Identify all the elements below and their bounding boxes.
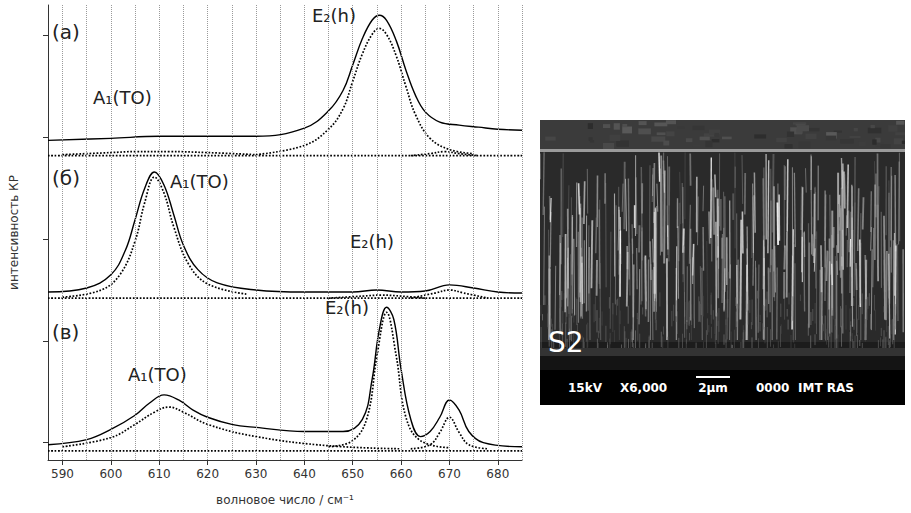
- svg-text:IMT RAS: IMT RAS: [798, 381, 854, 395]
- svg-text:(б): (б): [52, 166, 80, 190]
- svg-text:E₂(h): E₂(h): [312, 5, 356, 26]
- svg-text:660: 660: [390, 467, 413, 481]
- svg-text:S2: S2: [548, 326, 584, 359]
- svg-text:590: 590: [51, 467, 74, 481]
- svg-text:670: 670: [438, 467, 461, 481]
- svg-text:620: 620: [196, 467, 219, 481]
- svg-text:интенсивность КР: интенсивность КР: [7, 175, 21, 290]
- svg-text:(в): (в): [52, 320, 79, 344]
- svg-text:2μm: 2μm: [698, 381, 728, 395]
- svg-text:E₂(h): E₂(h): [350, 231, 394, 252]
- svg-text:0000: 0000: [756, 381, 789, 395]
- svg-text:630: 630: [245, 467, 268, 481]
- svg-text:680: 680: [486, 467, 509, 481]
- svg-text:600: 600: [99, 467, 122, 481]
- svg-text:волновое число / см⁻¹: волновое число / см⁻¹: [216, 493, 354, 507]
- svg-text:(а): (а): [52, 20, 80, 44]
- svg-text:E₂(h): E₂(h): [325, 297, 369, 318]
- svg-text:15kV: 15kV: [568, 381, 603, 395]
- svg-text:610: 610: [148, 467, 171, 481]
- svg-text:X6,000: X6,000: [620, 381, 667, 395]
- svg-text:640: 640: [293, 467, 316, 481]
- svg-text:A₁(TO): A₁(TO): [128, 364, 187, 385]
- svg-text:650: 650: [341, 467, 364, 481]
- svg-text:A₁(TO): A₁(TO): [93, 87, 152, 108]
- svg-text:A₁(TO): A₁(TO): [170, 171, 229, 192]
